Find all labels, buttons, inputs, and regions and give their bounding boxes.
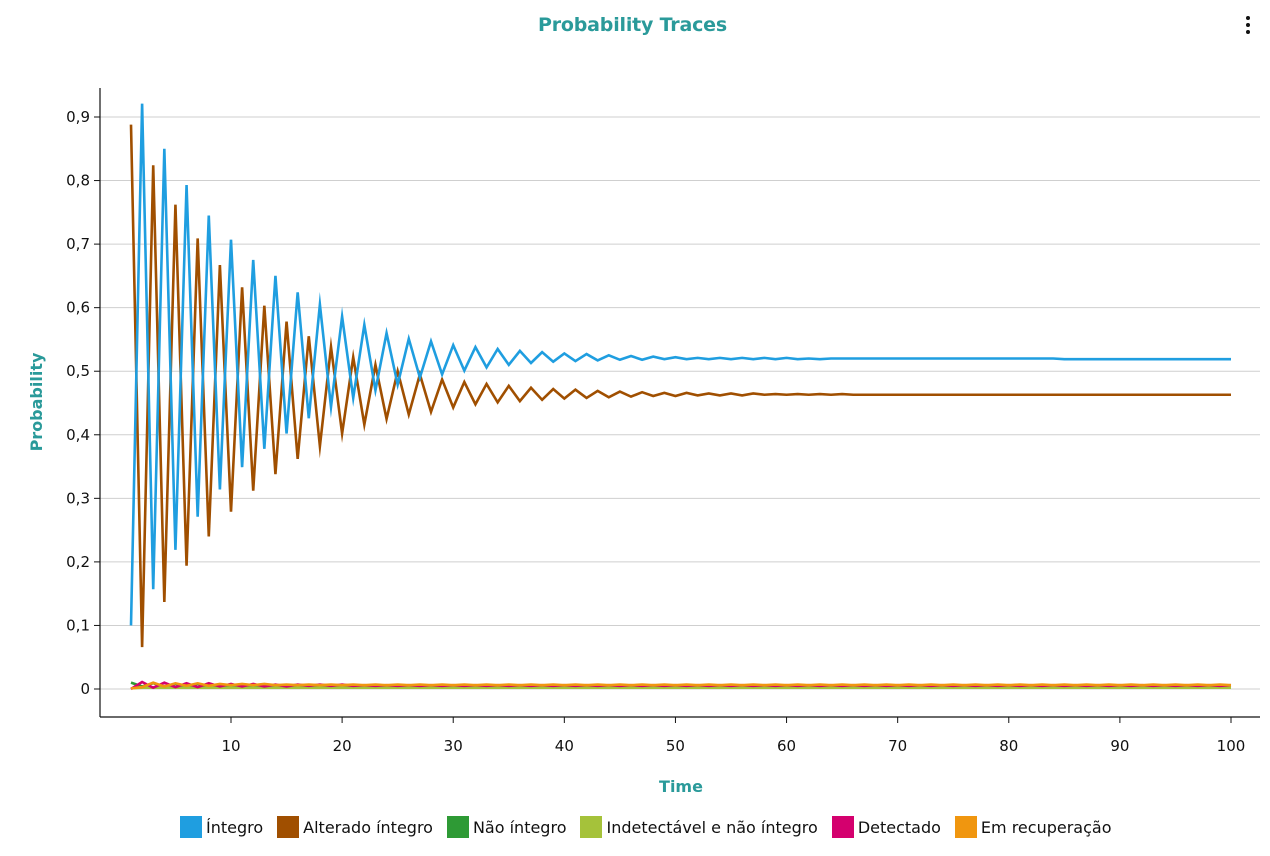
chart-title: Probability Traces (538, 14, 727, 36)
legend-swatch (580, 816, 603, 838)
more-vertical-icon[interactable] (1236, 12, 1260, 38)
series-line-1 (129, 124, 1231, 648)
legend-label: Íntegro (206, 817, 264, 837)
x-tick-label: 20 (333, 737, 352, 755)
legend-item[interactable]: Alterado íntegro (277, 816, 433, 838)
y-tick-label: 0,6 (66, 299, 90, 317)
y-tick-label: 0,3 (66, 489, 90, 507)
legend-label: Não íntegro (472, 817, 567, 837)
series-lines (129, 103, 1232, 691)
line-chart: 0 0,1 0,2 0,3 0,4 0,5 0,6 0,7 0,8 0,9 10 20 30 40 50 60… (27, 88, 1260, 796)
legend: Íntegro Alterado íntegro Não íntegro Indete… (180, 816, 1125, 838)
y-axis-title: Probability (27, 352, 46, 451)
y-tick-label: 0,5 (66, 362, 90, 380)
legend-item[interactable]: Íntegro (180, 816, 263, 838)
x-tick-label: 80 (999, 737, 1018, 755)
x-tick-label: 30 (444, 737, 463, 755)
legend-swatch (831, 816, 854, 838)
legend-item[interactable]: Indetectável e não íntegro (580, 816, 818, 838)
y-tick-label: 0 (80, 680, 90, 698)
menu-dot (1246, 30, 1250, 34)
x-tick-label: 100 (1217, 737, 1246, 755)
legend-label: Em recuperação (980, 817, 1112, 837)
x-tick-label: 40 (555, 737, 574, 755)
x-tick-label: 50 (666, 737, 685, 755)
gridlines (100, 116, 1260, 690)
x-tick-label: 60 (777, 737, 796, 755)
legend-label: Indetectável e não íntegro (606, 817, 818, 837)
legend-item[interactable]: Não íntegro (446, 816, 567, 838)
x-axis-title: Time (659, 777, 703, 796)
menu-dot (1246, 23, 1250, 27)
legend-label: Detectado (857, 817, 941, 837)
y-tick-label: 0,2 (66, 553, 90, 571)
y-tick-label: 0,9 (66, 108, 90, 126)
menu-dot (1246, 16, 1250, 20)
legend-label: Alterado íntegro (303, 817, 433, 837)
legend-item[interactable]: Em recuperação (954, 816, 1112, 838)
legend-item[interactable]: Detectado (831, 816, 941, 838)
series-line-3 (130, 686, 1231, 690)
y-tick-label: 0,1 (66, 616, 90, 634)
series-line-0 (129, 103, 1231, 626)
axes: 0 0,1 0,2 0,3 0,4 0,5 0,6 0,7 0,8 0,9 10 20 30 40 50 60… (66, 88, 1260, 755)
series-line-5 (130, 681, 1232, 690)
y-tick-label: 0,8 (66, 172, 90, 190)
legend-swatch (954, 816, 977, 838)
y-tick-label: 0,4 (66, 426, 90, 444)
x-tick-label: 90 (1110, 737, 1129, 755)
legend-swatch (446, 816, 469, 838)
y-tick-label: 0,7 (66, 235, 90, 253)
x-tick-label: 70 (888, 737, 907, 755)
legend-swatch (277, 816, 300, 838)
x-tick-label: 10 (221, 737, 240, 755)
legend-swatch (180, 816, 202, 838)
